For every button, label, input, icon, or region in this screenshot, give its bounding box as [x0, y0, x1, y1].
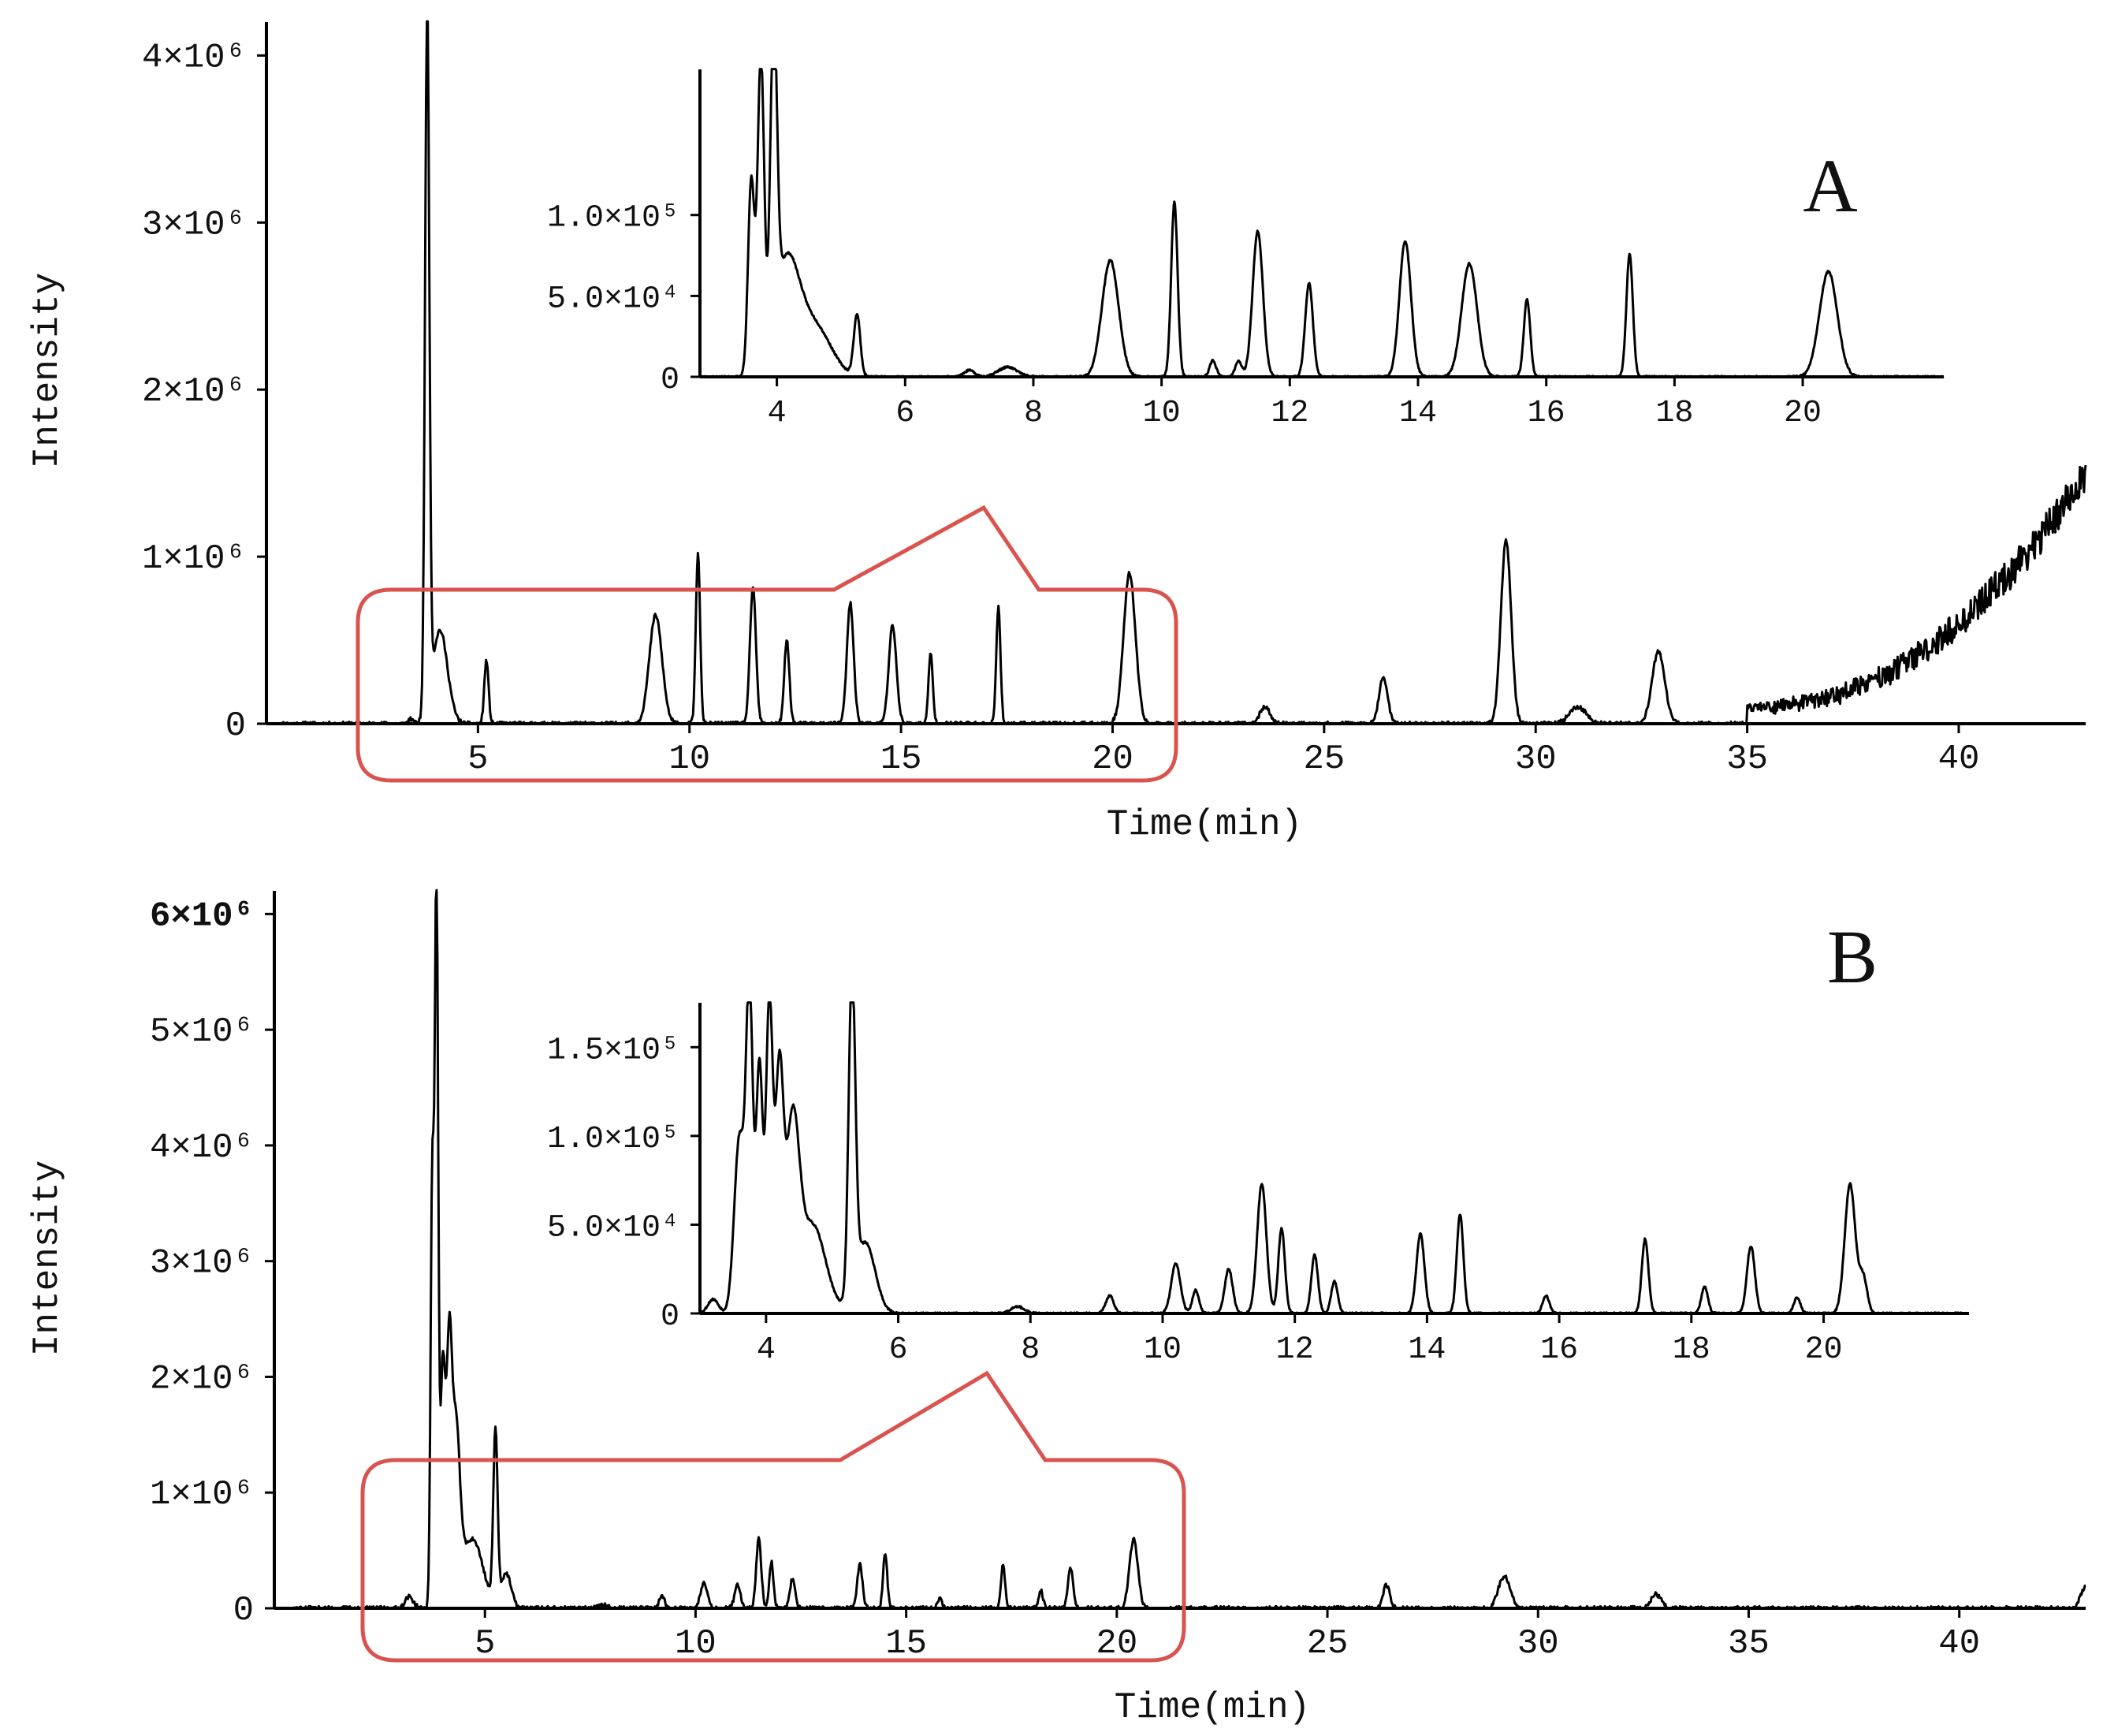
panel-a-y-tick-label: 3×10⁶	[142, 205, 246, 244]
panel-b-inset-y-tick-label: 0	[661, 1299, 679, 1335]
panel-b-inset-x-tick-label: 12	[1276, 1332, 1314, 1368]
panel-b-x-tick-label: 40	[1938, 1624, 1980, 1663]
panel-a-inset-y-tick-label: 1.0×10⁵	[547, 201, 679, 237]
panel-a-x-tick-label: 20	[1092, 739, 1133, 779]
panel-b-x-tick-label: 35	[1728, 1624, 1770, 1663]
panel-b-x-tick-label: 15	[885, 1624, 927, 1663]
panel-b-chromatogram-trace	[286, 888, 2086, 1610]
panel-b-inset-y-tick-label: 1.5×10⁵	[547, 1033, 679, 1068]
panel-b-y-tick-label: 3×10⁶	[150, 1244, 254, 1283]
panel-a-inset-x-tick-label: 14	[1399, 396, 1437, 431]
panel-a-y-tick-label: 1×10⁶	[142, 539, 246, 579]
panel-b-inset-x-tick-label: 14	[1408, 1332, 1446, 1368]
panel-b-inset-y-tick-label: 1.0×10⁵	[547, 1122, 679, 1157]
panel-a: Intensity Time(min) A 5 10 15 20 25 30 35 40 01…	[27, 20, 2087, 845]
panel-b-y-axis-title: Intensity	[27, 1160, 68, 1356]
panel-a-inset-y-tick-label: 5.0×10⁴	[547, 281, 679, 317]
panel-a-inset-x-tick-label: 18	[1655, 396, 1693, 431]
panel-a-x-tick-label: 40	[1938, 739, 1980, 779]
panel-a-inset-x-tick-label: 16	[1528, 396, 1565, 431]
panel-b-inset-x-tick-label: 8	[1021, 1332, 1040, 1368]
panel-b: Intensity Time(min) B 5 10 15 20 25 30 35 40 01…	[27, 888, 2086, 1728]
panel-a-x-tick-label: 25	[1303, 739, 1345, 779]
panel-b-x-tick-label: 25	[1307, 1624, 1349, 1663]
panel-a-y-axis-title: Intensity	[27, 273, 68, 468]
panel-b-y-tick-label: 2×10⁶	[150, 1359, 254, 1399]
panel-b-x-tick-label: 20	[1096, 1624, 1137, 1663]
panel-a-x-tick-label: 15	[880, 739, 922, 779]
panel-b-zoom-callout	[360, 1370, 1186, 1663]
panel-a-x-axis-title: Time(min)	[1107, 804, 1302, 845]
panel-a-x-tick-label: 35	[1726, 739, 1768, 779]
panel-b-inset-trace	[699, 1001, 1970, 1315]
panel-a-letter: A	[1803, 143, 1857, 228]
panel-a-inset-x-tick-label: 20	[1784, 396, 1822, 431]
panel-b-x-tick-label: 5	[475, 1624, 495, 1663]
panel-a-y-tick-label: 4×10⁶	[142, 38, 246, 77]
panel-b-y-tick-label: 0	[233, 1591, 254, 1630]
panel-b-y-tick-label: 6×10⁶	[150, 896, 254, 936]
panel-b-inset: 4 6 8 10 12 14 16 18 20 0 5.0×10⁴ 1.0×10⁵ 1.5×10⁵	[547, 1001, 1970, 1368]
panel-a-y-tick-label: 2×10⁶	[142, 372, 246, 412]
panel-b-inset-x-tick-label: 10	[1144, 1332, 1182, 1368]
panel-b-letter: B	[1827, 915, 1878, 999]
panel-b-x-tick-label: 10	[675, 1624, 717, 1663]
panel-a-inset-x-tick-label: 10	[1143, 396, 1181, 431]
panel-b-inset-y-tick-label: 5.0×10⁴	[547, 1210, 679, 1246]
panel-a-inset-trace	[699, 68, 1945, 378]
panel-b-y-tick-label: 4×10⁶	[150, 1128, 254, 1168]
panel-b-inset-x-tick-label: 6	[889, 1332, 908, 1368]
panel-b-inset-x-tick-label: 18	[1673, 1332, 1710, 1368]
panel-a-inset-x-tick-label: 6	[895, 396, 914, 431]
panel-a-inset-x-tick-label: 4	[768, 396, 787, 431]
panel-a-zoom-callout	[355, 505, 1178, 783]
panel-a-inset: 4 6 8 10 12 14 16 18 20 0 5.0×10⁴ 1.0×10⁵	[547, 68, 1945, 431]
panel-b-inset-x-tick-label: 20	[1805, 1332, 1843, 1368]
panel-b-x-axis-title: Time(min)	[1115, 1687, 1310, 1728]
panel-a-inset-y-tick-label: 0	[661, 363, 679, 398]
panel-b-inset-x-tick-label: 4	[757, 1332, 776, 1368]
panel-b-x-tick-label: 30	[1517, 1624, 1559, 1663]
panel-a-x-tick-label: 10	[668, 739, 710, 779]
panel-b-main-ticks: 5 10 15 20 25 30 35 40 01×10⁶2×10⁶3×10⁶4×10⁶5×1…	[150, 896, 1980, 1663]
panel-a-inset-x-tick-label: 8	[1024, 396, 1043, 431]
panel-a-x-tick-label: 5	[467, 739, 488, 779]
panel-a-y-tick-label: 0	[225, 706, 246, 746]
panel-b-inset-x-tick-label: 16	[1540, 1332, 1578, 1368]
panel-a-chromatogram-trace	[278, 20, 2087, 725]
panel-b-y-tick-label: 5×10⁶	[150, 1012, 254, 1052]
panel-a-inset-x-tick-label: 12	[1271, 396, 1308, 431]
panel-b-y-tick-label: 1×10⁶	[150, 1475, 254, 1514]
panel-a-x-tick-label: 30	[1515, 739, 1557, 779]
